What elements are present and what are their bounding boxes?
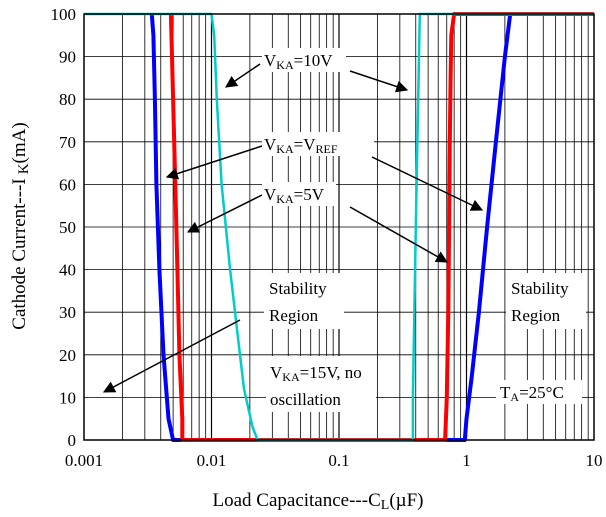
- annotation-arrows: [102, 63, 484, 393]
- arrow-stability-left: [102, 319, 241, 393]
- arrow-vkaref-right: [371, 156, 484, 211]
- annotation-stab2b: Region: [511, 306, 561, 325]
- y-tick-label: 20: [59, 346, 76, 365]
- x-tick-label: 10: [586, 451, 603, 470]
- arrow-vka10-right: [349, 70, 409, 93]
- x-tick-label: 0.01: [197, 451, 227, 470]
- y-tick-label: 70: [59, 133, 76, 152]
- arrow-vka5-left: [186, 194, 263, 233]
- x-axis-title: Load Capacitance---CL(µF): [212, 490, 423, 513]
- annotation-bg-vka5: [262, 182, 336, 206]
- annotation-vka5: VKA=5V: [264, 185, 325, 206]
- annotation-bg-vka10: [262, 48, 346, 72]
- annotation-vkaref: VKA=VREF: [264, 135, 338, 156]
- series-line-cyan: [84, 12, 594, 442]
- annotation-ta: TA=25°C: [500, 383, 564, 404]
- annotation-bg-stab1: [264, 273, 344, 329]
- y-tick-label: 80: [59, 90, 76, 109]
- annotation-vka10: VKA=10V: [264, 51, 333, 72]
- y-tick-label: 50: [59, 218, 76, 237]
- y-tick-label: 30: [59, 303, 76, 322]
- plot-border: [83, 13, 595, 441]
- y-tick-label: 0: [68, 431, 77, 450]
- annotation-stab1a: Stability: [269, 279, 327, 298]
- annotation-vka15a: VKA=15V, no: [270, 363, 362, 384]
- annotation-stab2a: Stability: [511, 279, 569, 298]
- arrow-vkaref-left: [165, 145, 263, 180]
- arrow-vka5-right: [349, 206, 449, 263]
- x-tick-label: 0.001: [65, 451, 103, 470]
- arrow-vka10-left: [225, 63, 261, 88]
- y-tick-label: 90: [59, 48, 76, 67]
- y-tick-label: 40: [59, 261, 76, 280]
- annotation-stab1b: Region: [269, 306, 319, 325]
- annotation-bg-vka15: [266, 356, 376, 412]
- x-tick-label: 0.1: [328, 451, 349, 470]
- y-tick-label: 100: [51, 5, 77, 24]
- annotation-vka15b: oscillation: [270, 390, 341, 409]
- y-tick-label: 60: [59, 175, 76, 194]
- annotation-bg-ta: [496, 380, 582, 404]
- annotation-bg-stab2: [506, 273, 586, 329]
- y-axis-title: Cathode Current---IK(mA): [9, 122, 32, 329]
- annotation-bg-vkaref: [262, 132, 374, 156]
- x-tick-label: 1: [462, 451, 471, 470]
- y-tick-label: 10: [59, 388, 76, 407]
